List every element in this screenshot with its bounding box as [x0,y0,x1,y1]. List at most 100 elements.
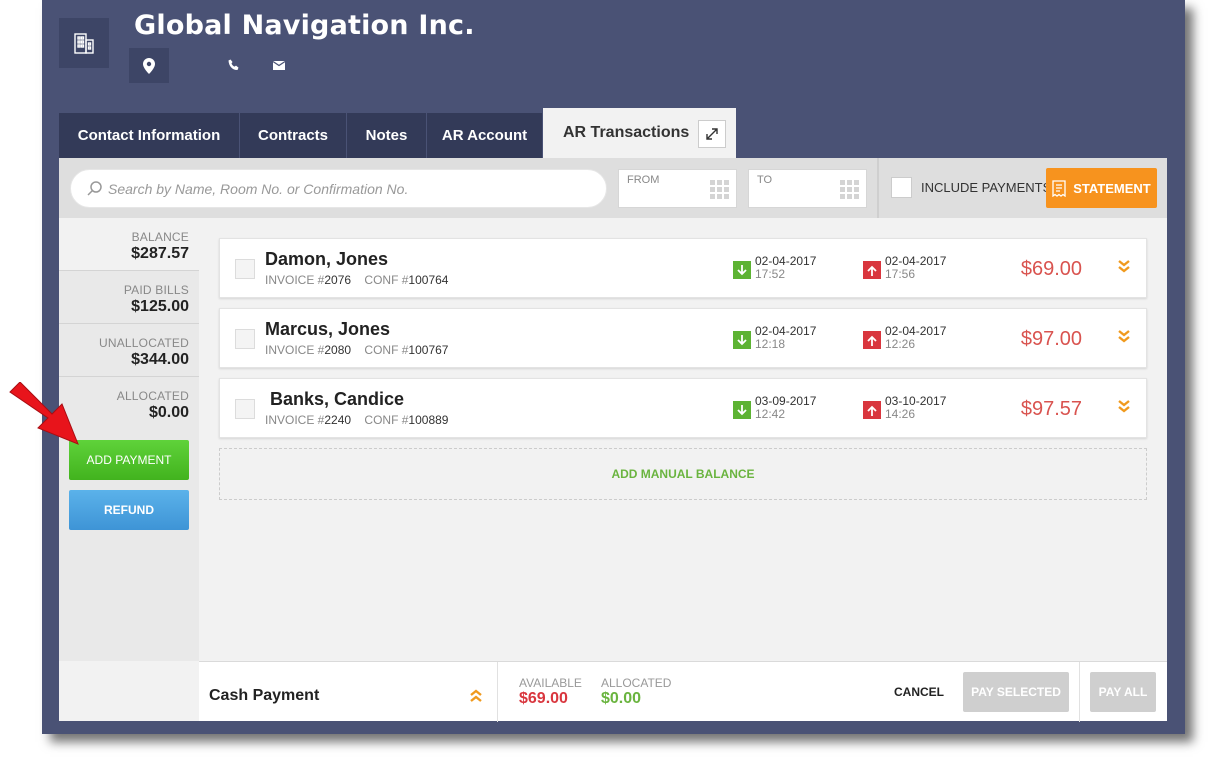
check-out-time: 17:56 [885,267,916,281]
divider [497,662,498,722]
unallocated-label: UNALLOCATED [99,336,189,350]
amount: $97.57 [1020,398,1082,420]
allocated-label: ALLOCATED [601,676,672,690]
unallocated-value: $344.00 [131,351,189,368]
check-in-time: 17:52 [755,267,786,281]
search-input[interactable]: Search by Name, Room No. or Confirmation… [70,169,607,208]
conf-prefix: CONF # [364,413,409,427]
phone-icon[interactable] [227,58,241,72]
summary-unallocated: UNALLOCATED $344.00 [59,324,199,377]
invoice-prefix: INVOICE # [265,413,325,427]
map-pin-icon[interactable] [129,48,169,83]
invoice-info: INVOICE #2076 CONF #100764 [265,273,448,287]
conf-number: 100764 [408,273,449,287]
amount: $69.00 [1020,258,1082,280]
cancel-button[interactable]: CANCEL [894,685,944,699]
available-value: $69.00 [519,690,568,707]
include-payments-checkbox[interactable] [891,177,912,198]
tab-notes[interactable]: Notes [347,113,427,158]
summary-allocated: ALLOCATED $0.00 [59,377,199,430]
guest-name: Banks, Candice [265,389,405,409]
summary-paid-bills: PAID BILLS $125.00 [59,271,199,324]
amount: $97.00 [1020,328,1082,350]
divider [877,158,879,218]
statement-label: STATEMENT [1073,180,1151,196]
allocated-label: ALLOCATED [116,389,189,403]
row-checkbox[interactable] [235,399,255,419]
building-icon [59,18,109,68]
add-manual-balance-button[interactable]: ADD MANUAL BALANCE [219,448,1147,500]
balance-value: $287.57 [131,245,189,262]
chevron-double-down-icon[interactable] [1118,259,1130,273]
transaction-row[interactable]: Banks, Candice INVOICE #2240 CONF #10088… [219,378,1147,438]
invoice-number: 2076 [324,273,352,287]
invoice-info: INVOICE #2080 CONF #100767 [265,343,448,357]
available-label: AVAILABLE [519,676,582,690]
receipt-icon [1052,179,1066,197]
check-in-date: 02-04-2017 [755,324,817,338]
refund-button[interactable]: REFUND [69,490,189,530]
row-checkbox[interactable] [235,329,255,349]
check-in-datetime: 03-09-2017 12:42 [755,395,816,421]
arrow-down-icon [733,261,751,279]
conf-number: 100767 [408,343,449,357]
pay-all-button[interactable]: PAY ALL [1090,672,1156,712]
transaction-row[interactable]: Damon, Jones INVOICE #2076 CONF #100764 … [219,238,1147,298]
check-out-date: 03-10-2017 [885,394,947,408]
allocated-value: $0.00 [601,690,642,707]
search-placeholder: Search by Name, Room No. or Confirmation… [108,180,409,197]
app-window: Global Navigation Inc. Contact Informati… [42,0,1185,734]
conf-number: 100889 [408,413,449,427]
tab-contact-information[interactable]: Contact Information [59,113,240,158]
arrow-down-icon [733,401,751,419]
arrow-down-icon [733,331,751,349]
invoice-prefix: INVOICE # [265,343,325,357]
invoice-number: 2240 [324,413,352,427]
check-in-time: 12:18 [755,337,786,351]
chevron-double-up-icon[interactable] [470,689,482,703]
summary-balance: BALANCE $287.57 [59,218,199,271]
payment-type: Cash Payment [209,687,320,704]
expand-icon[interactable] [698,120,726,148]
from-date-field[interactable]: FROM [618,169,737,208]
guest-name: Damon, Jones [265,249,389,269]
invoice-number: 2080 [324,343,352,357]
conf-prefix: CONF # [364,343,409,357]
check-out-time: 12:26 [885,337,916,351]
allocated-value: $0.00 [148,404,189,421]
check-out-datetime: 03-10-2017 14:26 [885,395,946,421]
arrow-up-icon [863,261,881,279]
statement-button[interactable]: STATEMENT [1046,168,1157,208]
balance-label: BALANCE [131,230,189,244]
check-in-time: 12:42 [755,407,786,421]
filter-bar: Search by Name, Room No. or Confirmation… [59,158,1167,218]
check-in-date: 02-04-2017 [755,254,817,268]
paid-bills-value: $125.00 [131,298,189,315]
calendar-grid-icon [840,180,859,199]
chevron-double-down-icon[interactable] [1118,329,1130,343]
chevron-double-down-icon[interactable] [1118,399,1130,413]
add-payment-button[interactable]: ADD PAYMENT [69,440,189,480]
divider [1079,662,1080,722]
tab-ar-account[interactable]: AR Account [427,113,543,158]
check-out-date: 02-04-2017 [885,324,947,338]
check-out-datetime: 02-04-2017 17:56 [885,255,946,281]
include-payments-label: INCLUDE PAYMENTS [921,180,1052,195]
company-name: Global Navigation Inc. [134,10,475,41]
row-checkbox[interactable] [235,259,255,279]
conf-prefix: CONF # [364,273,409,287]
to-date-field[interactable]: TO [748,169,867,208]
guest-name: Marcus, Jones [265,319,391,339]
invoice-prefix: INVOICE # [265,273,325,287]
check-in-date: 03-09-2017 [755,394,817,408]
search-icon [87,181,102,196]
transaction-row[interactable]: Marcus, Jones INVOICE #2080 CONF #100767… [219,308,1147,368]
check-out-datetime: 02-04-2017 12:26 [885,325,946,351]
mail-icon[interactable] [272,58,286,72]
tab-ar-transactions[interactable]: AR Transactions [543,108,736,158]
pay-selected-button[interactable]: PAY SELECTED [963,672,1069,712]
pointer-arrow-icon [9,382,79,445]
from-label: FROM [627,174,660,186]
arrow-up-icon [863,331,881,349]
tab-contracts[interactable]: Contracts [240,113,347,158]
